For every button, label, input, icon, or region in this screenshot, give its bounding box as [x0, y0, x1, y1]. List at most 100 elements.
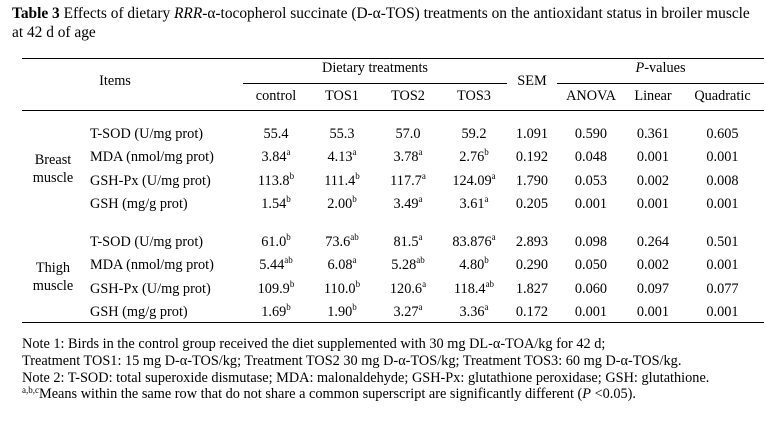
- p-value: 0.001: [574, 195, 608, 212]
- header-pvalues: P-values: [557, 60, 764, 77]
- group-label-line1: Thigh: [35, 259, 71, 276]
- significance-letter: b: [355, 170, 360, 181]
- footnote-superscript: a,b,c: [22, 385, 39, 396]
- note-1-line-2: Treatment TOS1: 15 mg D-α-TOS/kg; Treatm…: [22, 352, 682, 369]
- value-number: 3.78: [393, 149, 419, 166]
- value-number: 57.0: [395, 126, 421, 142]
- treatment-value: 61.0b: [243, 233, 309, 251]
- table-caption: Table 3 Effects of dietary RRR-α-tocophe…: [12, 4, 764, 42]
- value-number: 109.9: [257, 280, 290, 297]
- value-number: 3.36: [459, 303, 485, 320]
- treatment-value: 3.61a: [441, 194, 507, 213]
- header-dietary-treatments: Dietary treatments: [322, 60, 428, 76]
- value-number: 4.80: [459, 257, 485, 274]
- value-number: 118.4: [453, 280, 486, 297]
- value-number: 3.27: [393, 303, 419, 320]
- treatment-value: 120.6a: [375, 279, 441, 298]
- treatment-value: 55.4: [243, 126, 309, 143]
- sem-value: 2.893: [515, 234, 549, 250]
- significance-letter: a: [491, 232, 496, 242]
- caption-italic: RRR: [174, 5, 203, 22]
- treatment-value: 111.4b: [309, 170, 375, 190]
- p-value: 0.001: [636, 195, 670, 212]
- treatment-value: 73.6ab: [309, 233, 375, 251]
- significance-letter: a: [352, 147, 357, 158]
- p-value: 0.001: [706, 257, 739, 274]
- treatment-value: 1.90b: [309, 302, 375, 321]
- header-pvalues-rest: -values: [644, 60, 686, 76]
- p-value: 0.605: [706, 126, 739, 142]
- header-sem: SEM: [517, 73, 547, 89]
- p-value: 0.048: [574, 149, 608, 166]
- p-value: 0.501: [706, 234, 739, 250]
- p-value: 0.053: [574, 172, 608, 189]
- significance-letter: b: [484, 147, 489, 158]
- treatment-value: 113.8b: [243, 171, 309, 190]
- note-1-line-1: Note 1: Birds in the control group recei…: [22, 336, 606, 352]
- p-value: 0.001: [706, 303, 739, 320]
- value-number: 61.0: [261, 234, 287, 250]
- significance-letter: b: [355, 278, 361, 289]
- significance-letter: a: [418, 147, 423, 158]
- sem-value: 0.172: [515, 303, 549, 320]
- value-number: 1.90: [327, 303, 353, 320]
- value-number: 1.54: [261, 195, 287, 212]
- significance-letter: b: [484, 255, 489, 266]
- row-item-label: T-SOD (U/mg prot): [90, 234, 204, 250]
- value-number: 5.28: [391, 257, 417, 274]
- value-number: 3.49: [393, 195, 419, 212]
- value-number: 81.5: [393, 234, 419, 250]
- sem-value: 0.192: [515, 149, 549, 166]
- bottom-rule: [22, 322, 764, 323]
- treatment-value: 2.00b: [309, 193, 375, 213]
- treatment-value: 3.27a: [375, 301, 441, 321]
- treatment-value: 5.44ab: [243, 255, 309, 274]
- value-number: 83.876: [452, 234, 492, 250]
- value-number: 120.6: [389, 280, 423, 297]
- significance-letter: b: [352, 193, 357, 204]
- sem-value: 1.827: [515, 280, 549, 297]
- header-pvalues-p: P: [635, 60, 645, 76]
- footnote-p: P: [582, 386, 591, 403]
- header-test: ANOVA: [566, 88, 616, 104]
- value-number: 4.13: [327, 149, 353, 166]
- p-value: 0.050: [574, 257, 608, 274]
- significance-letter: b: [286, 301, 291, 312]
- header-treatment: TOS2: [391, 88, 425, 104]
- row-item-label: GSH-Px (U/mg prot): [90, 172, 211, 189]
- note-2: Note 2: T-SOD: total superoxide dismutas…: [22, 369, 710, 386]
- treatment-value: 1.54b: [243, 194, 309, 213]
- header-rule: [22, 110, 764, 111]
- treatment-value: 57.0: [375, 126, 441, 143]
- p-value: 0.001: [636, 149, 670, 166]
- group-label-line1: Breast: [34, 151, 72, 168]
- value-number: 111.4: [324, 172, 356, 189]
- significance-letter: ab: [284, 255, 293, 266]
- treatment-value: 6.08a: [309, 256, 375, 274]
- p-value: 0.001: [574, 303, 608, 320]
- sem-value: 0.290: [515, 257, 549, 274]
- p-value: 0.002: [636, 257, 670, 274]
- value-number: 2.00: [327, 195, 353, 212]
- p-value: 0.060: [574, 280, 608, 297]
- p-value: 0.098: [574, 234, 608, 250]
- treatment-value: 2.76b: [441, 147, 507, 166]
- row-item-label: GSH-Px (U/mg prot): [90, 280, 211, 297]
- treatment-value: 110.0b: [309, 278, 375, 298]
- header-test: Linear: [634, 88, 672, 104]
- value-number: 124.09: [452, 172, 492, 189]
- row-item-label: T-SOD (U/mg prot): [90, 126, 204, 142]
- treatment-value: 59.2: [441, 126, 507, 143]
- treatment-value: 4.80b: [441, 255, 507, 274]
- significance-letter: a: [418, 301, 423, 312]
- significance-letter: ab: [485, 278, 495, 289]
- pvalues-underline: [557, 83, 764, 84]
- significance-letter: a: [491, 170, 496, 181]
- value-number: 3.84: [261, 149, 287, 166]
- row-item-label: GSH (mg/g prot): [90, 303, 188, 320]
- p-value: 0.097: [636, 280, 670, 297]
- treatment-value: 3.49a: [375, 194, 441, 213]
- value-number: 59.2: [461, 126, 487, 142]
- significance-footnote: a,b,cMeans within the same row that do n…: [22, 386, 762, 403]
- treatment-value: 81.5a: [375, 233, 441, 251]
